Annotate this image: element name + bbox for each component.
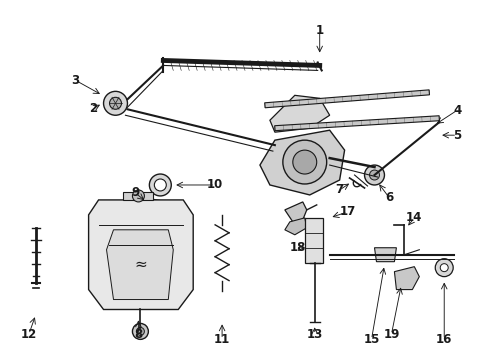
Polygon shape: [88, 200, 193, 310]
Polygon shape: [269, 95, 329, 132]
Polygon shape: [260, 130, 344, 195]
Text: 2: 2: [89, 102, 98, 115]
Circle shape: [364, 165, 384, 185]
Circle shape: [149, 174, 171, 196]
Text: 13: 13: [306, 328, 322, 341]
Text: 12: 12: [20, 328, 37, 341]
Text: 9: 9: [131, 186, 139, 199]
Circle shape: [103, 91, 127, 115]
Circle shape: [292, 150, 316, 174]
Text: 19: 19: [383, 328, 399, 341]
Text: 10: 10: [206, 179, 223, 192]
Text: 4: 4: [452, 104, 460, 117]
Bar: [304, 218, 322, 263]
Polygon shape: [145, 198, 175, 220]
Polygon shape: [285, 218, 306, 235]
Circle shape: [434, 259, 452, 276]
Circle shape: [132, 190, 144, 202]
Polygon shape: [274, 116, 439, 131]
Text: 17: 17: [339, 205, 355, 219]
Polygon shape: [285, 202, 306, 222]
Text: 14: 14: [406, 211, 422, 224]
Circle shape: [369, 170, 379, 180]
Polygon shape: [394, 267, 419, 289]
Text: 15: 15: [363, 333, 379, 346]
Text: 18: 18: [289, 241, 305, 254]
Circle shape: [154, 179, 166, 191]
Circle shape: [132, 323, 148, 339]
Text: 16: 16: [435, 333, 451, 346]
Polygon shape: [106, 230, 173, 300]
Polygon shape: [123, 192, 153, 200]
Text: 5: 5: [452, 129, 460, 142]
Polygon shape: [374, 248, 396, 262]
Circle shape: [136, 328, 144, 336]
Text: 6: 6: [385, 192, 393, 204]
Text: 8: 8: [134, 328, 142, 341]
Circle shape: [156, 205, 166, 215]
Text: 11: 11: [214, 333, 230, 346]
Text: 7: 7: [335, 184, 343, 197]
Text: ≈: ≈: [134, 257, 146, 272]
Text: 3: 3: [71, 74, 80, 87]
Text: 1: 1: [315, 24, 323, 37]
Polygon shape: [264, 90, 428, 108]
Circle shape: [109, 97, 121, 109]
Circle shape: [439, 264, 447, 272]
Circle shape: [282, 140, 326, 184]
